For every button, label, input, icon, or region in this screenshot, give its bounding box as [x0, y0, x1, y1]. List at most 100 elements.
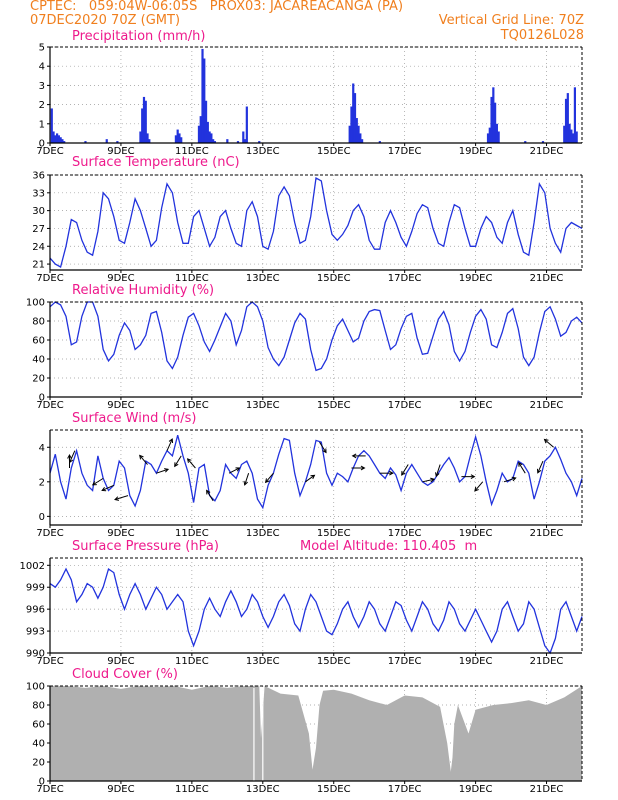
- pres-xtick-label: 21DEC: [530, 656, 564, 667]
- wind-vector: [174, 455, 182, 467]
- wind-xtick-label: 17DEC: [388, 528, 422, 539]
- rh-xtick-label: 11DEC: [175, 400, 209, 411]
- precip-ytick-label: 4: [39, 62, 45, 73]
- precip-bar: [174, 135, 178, 143]
- wind-vector-head: [235, 467, 241, 472]
- precip-bar: [55, 133, 59, 143]
- wind-vector-head: [174, 462, 179, 468]
- header-line2-right: Vertical Grid Line: 70Z: [438, 13, 584, 28]
- temp-ytick-label: 33: [32, 188, 45, 199]
- cloud-ytick-label: 40: [32, 739, 45, 750]
- header-line2-left: 07DEC2020 70Z (GMT): [30, 13, 181, 28]
- pres-ytick-label: 993: [26, 627, 45, 638]
- wind-vector-head: [360, 465, 366, 471]
- wind-vector: [422, 478, 435, 483]
- wind-vector-head: [101, 486, 107, 492]
- wind-vector-head: [322, 448, 327, 454]
- wind-xtick-label: 11DEC: [175, 528, 209, 539]
- wind-xtick-label: 15DEC: [317, 528, 351, 539]
- cloud-xtick-label: 19DEC: [459, 784, 493, 795]
- wind-xtick-label: 13DEC: [246, 528, 280, 539]
- wind-vector: [503, 477, 516, 483]
- precip-xtick-label: 7DEC: [36, 146, 63, 157]
- cloud-xtick-label: 21DEC: [530, 784, 564, 795]
- precip-bar: [359, 133, 362, 143]
- precip-bar: [197, 125, 201, 143]
- wind-vector: [156, 468, 169, 474]
- rh-xtick-label: 7DEC: [36, 400, 63, 411]
- wind-xtick-label: 7DEC: [36, 528, 63, 539]
- wind-vector-head: [186, 458, 192, 463]
- precip-bar: [350, 106, 353, 143]
- pres-ytick-label: 999: [26, 583, 45, 594]
- rh-ytick-label: 20: [32, 374, 45, 385]
- rh-ytick-label: 0: [39, 393, 45, 404]
- precip-bar: [357, 125, 360, 143]
- precip-ytick-label: 5: [39, 43, 45, 54]
- wind-vector-head: [474, 486, 479, 492]
- cloud-ytick-label: 0: [39, 777, 45, 788]
- pres-line: [49, 567, 583, 655]
- precip-bar: [105, 139, 108, 143]
- wind-vector: [206, 490, 214, 502]
- cloud-xtick-label: 17DEC: [388, 784, 422, 795]
- pres-title: Surface Pressure (hPa): [72, 539, 219, 554]
- precip-bar: [355, 118, 358, 143]
- precip-bar: [566, 93, 569, 143]
- pres-ytick-label: 990: [26, 649, 45, 660]
- precip-bar: [494, 102, 497, 143]
- precip-xtick-label: 9DEC: [107, 146, 134, 157]
- cloud-ytick-label: 60: [32, 720, 45, 731]
- wind-vector-head: [518, 461, 523, 467]
- precip-bar: [570, 129, 573, 143]
- wind-vector: [435, 464, 441, 477]
- rh-xtick-label: 15DEC: [317, 400, 351, 411]
- precip-bar: [243, 139, 247, 143]
- temp-xtick-label: 17DEC: [388, 273, 422, 284]
- wind-line: [49, 434, 583, 510]
- wind-vector-head: [389, 470, 394, 476]
- wind-vector: [244, 473, 250, 486]
- precip-ytick-label: 1: [39, 119, 45, 130]
- precip-bar: [178, 133, 181, 143]
- precip-bar: [490, 96, 493, 143]
- wind-vector-head: [536, 468, 542, 474]
- precip-bar: [63, 141, 66, 143]
- cloud-title: Cloud Cover (%): [72, 667, 178, 682]
- rh-xtick-label: 21DEC: [530, 400, 564, 411]
- cloud-area: [50, 686, 582, 781]
- precip-bar: [213, 141, 217, 143]
- temp-ytick-label: 36: [32, 171, 45, 182]
- precip-bar: [353, 93, 357, 143]
- rh-ytick-label: 80: [32, 317, 45, 328]
- precip-bar: [573, 87, 577, 143]
- wind-vector-head: [139, 454, 144, 460]
- precip-bar: [52, 131, 55, 143]
- precip-bar: [497, 131, 500, 143]
- precip-bar: [348, 125, 351, 143]
- precip-bar: [486, 133, 490, 143]
- wind-vector-head: [310, 474, 316, 480]
- pres-xtick-label: 17DEC: [388, 656, 422, 667]
- rh-panel: 0 20 40 60 80 100 7DEC 9DEC 11DEC 13DEC 15DEC 17DEC…: [26, 298, 583, 411]
- precip-xtick-label: 21DEC: [530, 146, 564, 157]
- wind-vector-head: [206, 489, 211, 495]
- precip-bar: [54, 135, 57, 143]
- cloud-xtick-label: 9DEC: [107, 784, 134, 795]
- cloud-ytick-label: 100: [26, 682, 45, 693]
- wind-vector-head: [164, 468, 170, 473]
- rh-line: [49, 301, 583, 372]
- precip-bar: [144, 100, 147, 143]
- precip-bar: [176, 129, 179, 143]
- precip-bar: [568, 123, 571, 143]
- wind-vector: [518, 462, 526, 474]
- precip-bar: [541, 141, 545, 143]
- precip-bar: [495, 123, 498, 143]
- pres-panel: 990 993 996 999 1002 7DEC 9DEC 11DEC 13DEC 15DEC 1…: [20, 557, 583, 667]
- pres-xtick-label: 11DEC: [175, 656, 209, 667]
- temp-xtick-label: 11DEC: [175, 273, 209, 284]
- precip-bar: [563, 125, 566, 143]
- wind-vector: [537, 460, 544, 473]
- precip-bar: [116, 141, 119, 143]
- precip-ytick-label: 0: [39, 139, 45, 150]
